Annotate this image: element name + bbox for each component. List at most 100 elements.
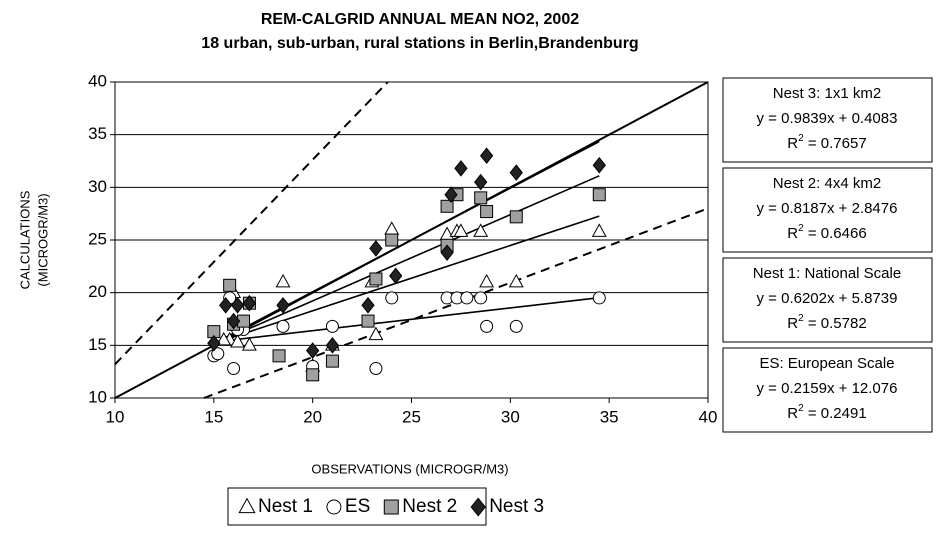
- marker: [440, 199, 454, 213]
- marker: [592, 291, 606, 305]
- legend-label: ES: [345, 496, 370, 517]
- r2-value: = 0.2491: [804, 405, 867, 422]
- y-axis-label: CALCULATIONS: [17, 190, 32, 289]
- equation-box: [722, 167, 933, 253]
- marker: [216, 331, 232, 346]
- marker: [369, 240, 383, 257]
- marker: [473, 223, 489, 237]
- marker: [479, 273, 495, 288]
- r2-sup: 2: [798, 133, 804, 144]
- y-tick-label: 40: [88, 71, 107, 90]
- box-r2: R2 = 0.5782: [787, 313, 866, 332]
- marker: [385, 233, 399, 247]
- trend-line: [213, 296, 600, 343]
- marker: [474, 191, 488, 205]
- box-equation: y = 0.8187x + 2.8476: [757, 200, 898, 217]
- marker: [591, 223, 607, 237]
- r2-sup: 2: [798, 223, 804, 234]
- y-tick-label: 15: [88, 335, 107, 354]
- x-tick-label: 25: [402, 407, 421, 426]
- y-tick-label: 10: [88, 387, 107, 406]
- box-equation: y = 0.2159x + 12.076: [757, 380, 898, 397]
- y-tick-label: 25: [88, 229, 107, 248]
- equation-box: [722, 347, 933, 433]
- box-title: ES: European Scale: [759, 355, 894, 372]
- marker: [306, 368, 320, 382]
- y-tick-label: 30: [88, 177, 107, 196]
- y-tick-label: 20: [88, 282, 107, 301]
- x-tick-label: 20: [303, 407, 322, 426]
- legend-marker: [470, 497, 486, 517]
- box-title: Nest 2: 4x4 km2: [773, 175, 881, 192]
- marker: [385, 291, 399, 305]
- marker: [230, 333, 245, 348]
- legend-label: Nest 1: [258, 496, 313, 517]
- x-tick-label: 35: [600, 407, 619, 426]
- r2-value: = 0.5782: [804, 315, 867, 332]
- marker: [460, 291, 474, 305]
- trend-line: [213, 140, 600, 345]
- marker: [226, 312, 241, 330]
- r2-value: = 0.7657: [804, 135, 867, 152]
- marker: [592, 156, 606, 174]
- box-r2: R2 = 0.2491: [787, 403, 866, 422]
- x-tick-label: 40: [699, 407, 718, 426]
- marker: [211, 347, 225, 361]
- y-tick-label: 35: [88, 124, 107, 143]
- marker: [508, 273, 524, 288]
- equation-box: [722, 257, 933, 343]
- marker: [242, 294, 257, 312]
- marker: [275, 273, 291, 288]
- box-r2: R2 = 0.6466: [787, 223, 866, 242]
- marker: [453, 223, 469, 237]
- marker: [368, 326, 384, 341]
- box-title: Nest 3: 1x1 km2: [773, 85, 881, 102]
- x-tick-label: 10: [106, 407, 125, 426]
- marker: [440, 244, 454, 261]
- r2-prefix: R: [787, 405, 798, 422]
- equation-box: [722, 77, 933, 163]
- box-equation: y = 0.9839x + 0.4083: [757, 110, 898, 127]
- r2-sup: 2: [798, 313, 804, 324]
- marker: [509, 319, 523, 333]
- marker: [219, 297, 233, 314]
- marker: [361, 314, 375, 328]
- trend-line: [213, 175, 600, 345]
- marker: [223, 278, 237, 292]
- marker: [369, 272, 383, 286]
- box-r2: R2 = 0.7657: [787, 133, 866, 152]
- x-tick-label: 30: [501, 407, 520, 426]
- marker: [474, 291, 488, 305]
- legend-marker: [326, 499, 342, 515]
- marker: [230, 297, 245, 314]
- marker: [480, 319, 494, 333]
- marker: [325, 319, 339, 333]
- box-equation: y = 0.6202x + 5.8739: [757, 290, 898, 307]
- marker: [306, 342, 320, 359]
- marker: [276, 319, 290, 333]
- r2-prefix: R: [787, 225, 798, 242]
- legend-label: Nest 3: [489, 496, 544, 517]
- r2-prefix: R: [787, 315, 798, 332]
- reference-line: [114, 81, 389, 365]
- marker: [361, 297, 375, 314]
- legend-label: Nest 2: [402, 496, 457, 517]
- legend-marker: [238, 497, 256, 514]
- marker: [207, 334, 221, 352]
- marker: [276, 297, 290, 314]
- legend-marker: [383, 499, 399, 515]
- x-axis-label: OBSERVATIONS (MICROGR/M3): [311, 461, 508, 476]
- chart-title: REM-CALGRID ANNUAL MEAN NO2, 2002: [261, 11, 579, 28]
- legend-box: [227, 487, 487, 526]
- marker: [389, 267, 403, 285]
- r2-prefix: R: [787, 135, 798, 152]
- marker: [369, 362, 383, 376]
- r2-sup: 2: [798, 403, 804, 414]
- x-tick-label: 15: [204, 407, 223, 426]
- y-axis-label: (MICROGR/M3): [35, 193, 50, 286]
- marker: [592, 188, 606, 202]
- marker: [325, 354, 339, 368]
- marker: [241, 337, 257, 351]
- marker: [325, 337, 340, 354]
